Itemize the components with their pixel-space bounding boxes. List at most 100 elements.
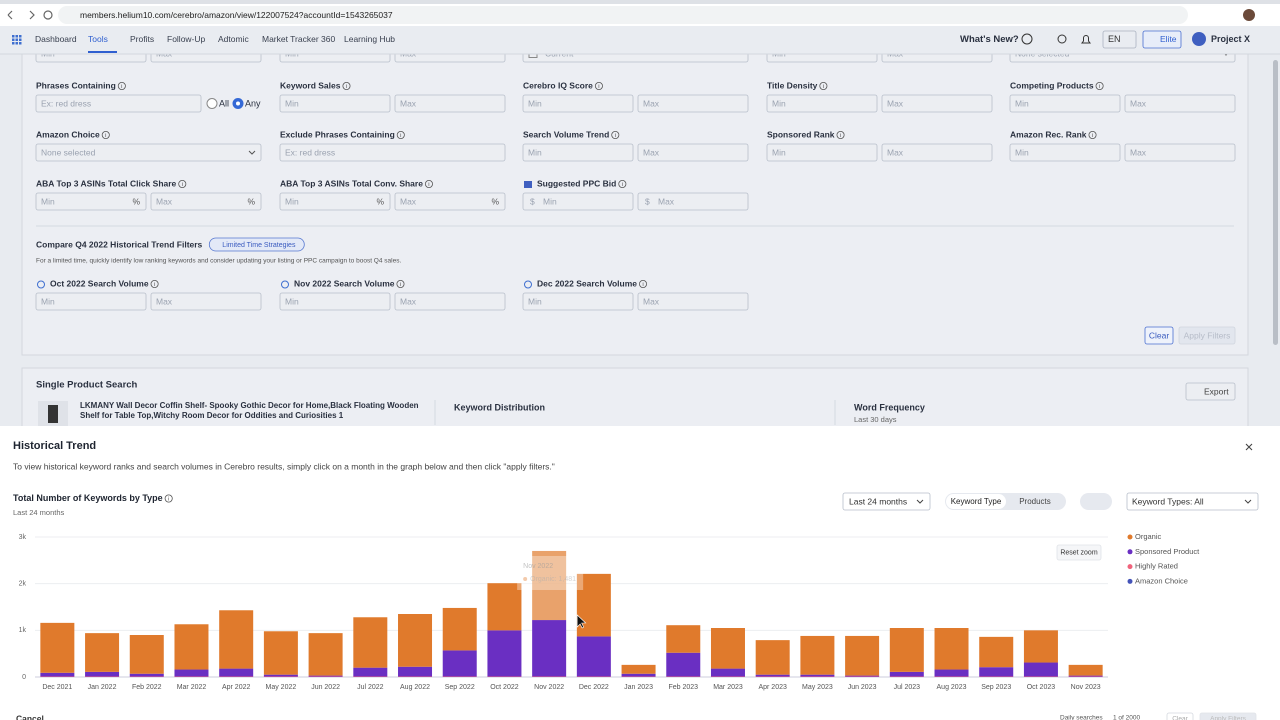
input-placeholder: Max <box>156 196 173 206</box>
bar-segment <box>1023 662 1058 677</box>
plan[interactable] <box>1142 30 1182 49</box>
url-field <box>58 6 1188 24</box>
prefix: $ <box>530 196 535 206</box>
modal-description: To view historical keyword ranks and sea… <box>13 461 555 471</box>
field-label: Exclude Phrases Containing <box>280 129 395 139</box>
input[interactable] <box>394 94 506 113</box>
app-icon <box>12 35 15 38</box>
info-icon <box>164 494 173 503</box>
bar-segment <box>174 669 209 677</box>
input[interactable] <box>394 292 506 311</box>
tooltip-title: Nov 2022 <box>523 563 553 570</box>
bar-segment <box>979 667 1014 677</box>
input[interactable] <box>637 192 749 211</box>
input[interactable] <box>279 292 391 311</box>
input[interactable] <box>881 94 993 113</box>
bar-segment <box>219 610 254 669</box>
bar-segment <box>666 625 701 653</box>
cancel: Cancel <box>16 713 44 720</box>
chart-title: Total Number of Keywords by Type <box>13 493 163 503</box>
input-placeholder: None selected <box>41 147 96 157</box>
input[interactable] <box>35 192 147 211</box>
radio[interactable] <box>206 98 218 109</box>
input[interactable] <box>35 292 147 311</box>
input[interactable] <box>637 292 749 311</box>
footer-apply[interactable] <box>1199 712 1257 720</box>
x-tick-label: May 2023 <box>802 684 833 691</box>
input-placeholder: Ex: red dress <box>285 147 335 157</box>
input-placeholder: Min <box>528 296 542 306</box>
x-tick-label: Jul 2022 <box>357 684 384 691</box>
view-toggle[interactable] <box>1080 493 1112 510</box>
info-icon <box>618 179 627 188</box>
info-glyph: i <box>1099 84 1100 90</box>
input[interactable] <box>1009 94 1121 113</box>
input[interactable] <box>394 192 506 211</box>
reset-zoom[interactable] <box>1056 544 1102 561</box>
legend-label: Sponsored Product <box>1135 547 1200 556</box>
field-label: Suggested PPC Bid <box>537 178 616 188</box>
badge <box>208 237 305 252</box>
input-placeholder: Max <box>1130 147 1147 157</box>
input[interactable] <box>150 292 262 311</box>
language[interactable] <box>1102 30 1137 49</box>
input[interactable] <box>637 94 749 113</box>
ppc-icon <box>524 181 532 188</box>
plan-text: Elite <box>1160 34 1177 44</box>
bar-segment <box>532 550 567 621</box>
info-glyph: i <box>121 84 122 90</box>
bar-segment <box>889 628 924 672</box>
range-select[interactable] <box>842 492 931 511</box>
input[interactable] <box>522 143 634 162</box>
toggle-active[interactable] <box>946 494 1006 509</box>
range-text: Last 24 months <box>849 496 907 506</box>
input[interactable] <box>35 143 262 162</box>
x-tick-label: Oct 2023 <box>1027 684 1056 691</box>
input[interactable] <box>150 192 262 211</box>
field-label: Phrases Containing <box>36 80 116 90</box>
app-icon <box>19 38 22 41</box>
clock-icon <box>281 280 289 289</box>
input[interactable] <box>766 143 878 162</box>
input[interactable] <box>35 94 202 113</box>
input[interactable] <box>766 94 878 113</box>
export-button[interactable] <box>1185 382 1236 401</box>
input-placeholder: Min <box>285 196 299 206</box>
input[interactable] <box>637 143 749 162</box>
product-title: Shelf for Table Top,Witchy Room Decor fo… <box>80 411 344 420</box>
input[interactable] <box>279 143 506 162</box>
info-glyph: i <box>400 282 401 288</box>
input[interactable] <box>522 292 634 311</box>
bar-segment <box>40 622 75 673</box>
bar-segment <box>398 614 433 667</box>
bar-segment <box>800 635 835 675</box>
input[interactable] <box>522 192 634 211</box>
apply-button[interactable] <box>1178 326 1236 345</box>
footer-clear[interactable] <box>1166 712 1194 720</box>
radio-dot <box>236 101 240 106</box>
product-title: LKMANY Wall Decor Coffin Shelf- Spooky G… <box>80 401 419 410</box>
input[interactable] <box>1009 143 1121 162</box>
chart-subtitle: Last 24 months <box>13 508 65 517</box>
input[interactable] <box>1124 94 1236 113</box>
field-label: Nov 2022 Search Volume <box>294 278 395 288</box>
clear-button[interactable] <box>1144 326 1174 345</box>
input[interactable] <box>279 192 391 211</box>
bar-segment <box>621 664 656 674</box>
legend-swatch <box>1127 534 1133 540</box>
type-select[interactable] <box>1126 492 1259 511</box>
input[interactable] <box>881 143 993 162</box>
info-glyph: i <box>346 84 347 90</box>
bar-segment <box>1068 664 1103 676</box>
nav-item: Market Tracker 360 <box>262 34 335 44</box>
bar-segment <box>487 583 522 631</box>
input[interactable] <box>279 94 391 113</box>
bar-segment <box>398 666 433 677</box>
input[interactable] <box>522 94 634 113</box>
info-icon <box>396 279 405 288</box>
x-tick-label: Dec 2021 <box>42 684 72 691</box>
y-tick-label: 1k <box>19 627 27 634</box>
bar-segment <box>800 674 835 677</box>
x-tick-label: May 2022 <box>266 684 297 691</box>
input[interactable] <box>1124 143 1236 162</box>
